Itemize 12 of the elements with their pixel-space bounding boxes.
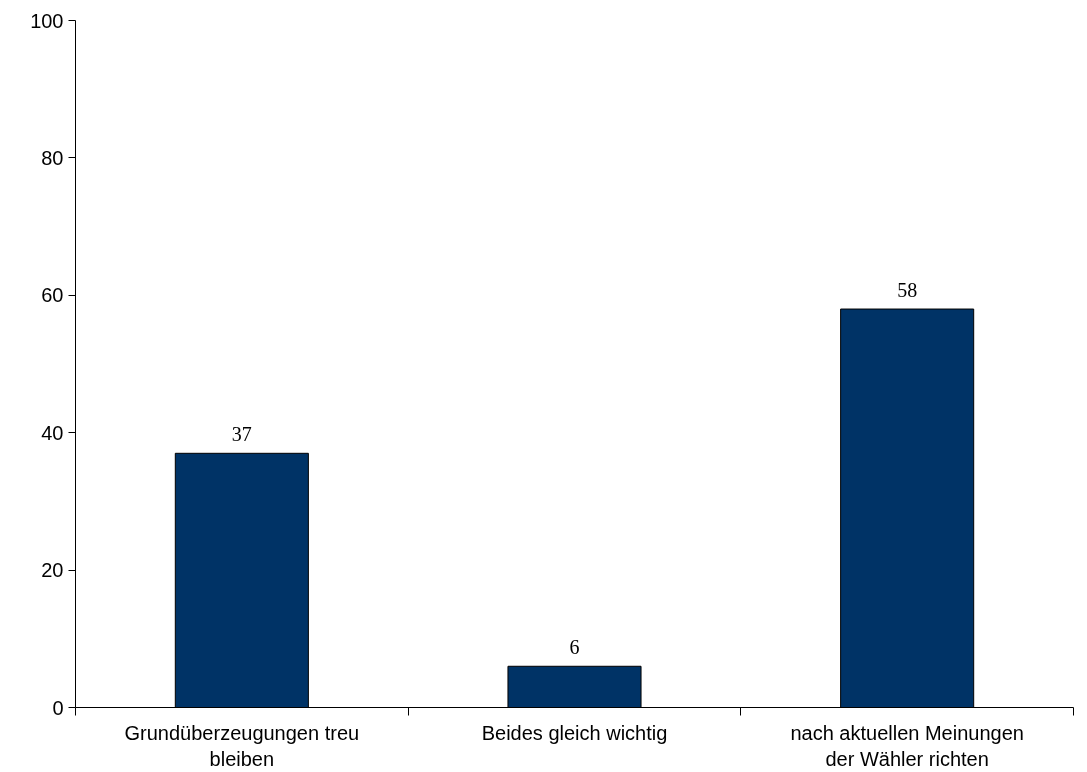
data-label: 37 <box>231 423 252 446</box>
x-tick-label: Beides gleich wichtig <box>481 721 668 744</box>
data-label: 58 <box>897 279 918 302</box>
y-tick-label: 20 <box>41 559 64 582</box>
y-tick-label: 40 <box>41 421 64 444</box>
x-tick-label: nach aktuellen Meinungen der Wähler richten <box>790 721 1024 770</box>
y-tick-label: 0 <box>52 696 64 719</box>
data-label: 6 <box>569 636 580 659</box>
y-tick-label: 60 <box>41 284 64 307</box>
y-tick-label: 100 <box>30 9 64 32</box>
y-tick-label: 80 <box>41 146 64 169</box>
x-tick-label: Grundüberzeugungen treu bleiben <box>124 721 360 770</box>
